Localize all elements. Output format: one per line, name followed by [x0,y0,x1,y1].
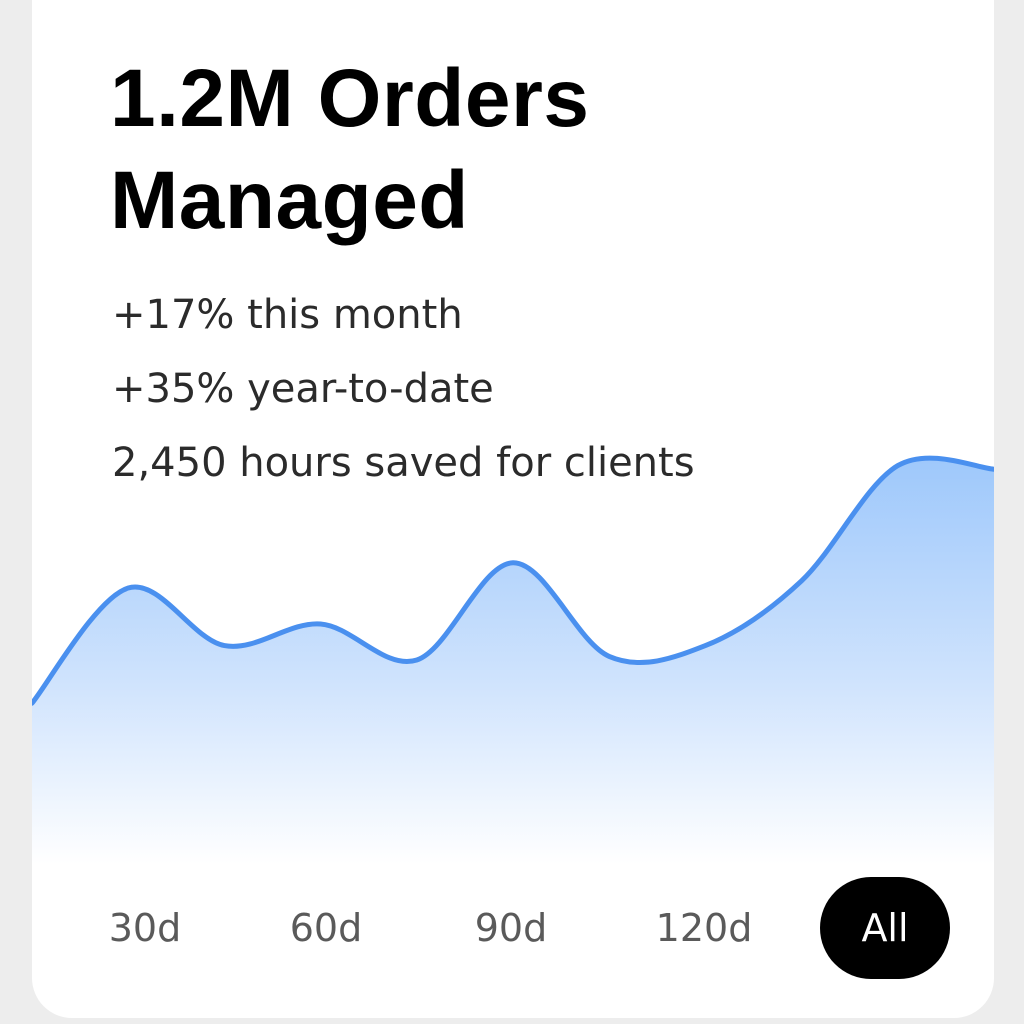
range-60d-button[interactable]: 60d [261,877,391,979]
stats-list: +17% this month +35% year-to-date 2,450 … [112,278,695,500]
headline-line-2: Managed [110,155,469,246]
headline-line-1: 1.2M Orders [110,53,590,144]
stats-card: 1.2M Orders Managed +17% this month +35%… [32,0,994,1018]
time-range-selector: 30d 60d 90d 120d All [32,877,994,979]
stat-year-to-date: +35% year-to-date [112,366,494,412]
range-90d-button[interactable]: 90d [446,877,576,979]
orders-area-chart [32,455,994,864]
headline: 1.2M Orders Managed [110,48,589,252]
stat-this-month: +17% this month [112,292,463,338]
range-all-button[interactable]: All [820,877,950,979]
chart-series-line [32,455,994,706]
stat-hours-saved: 2,450 hours saved for clients [112,440,695,486]
range-120d-button[interactable]: 120d [634,877,774,979]
chart-area-fill [32,458,994,864]
range-30d-button[interactable]: 30d [80,877,210,979]
